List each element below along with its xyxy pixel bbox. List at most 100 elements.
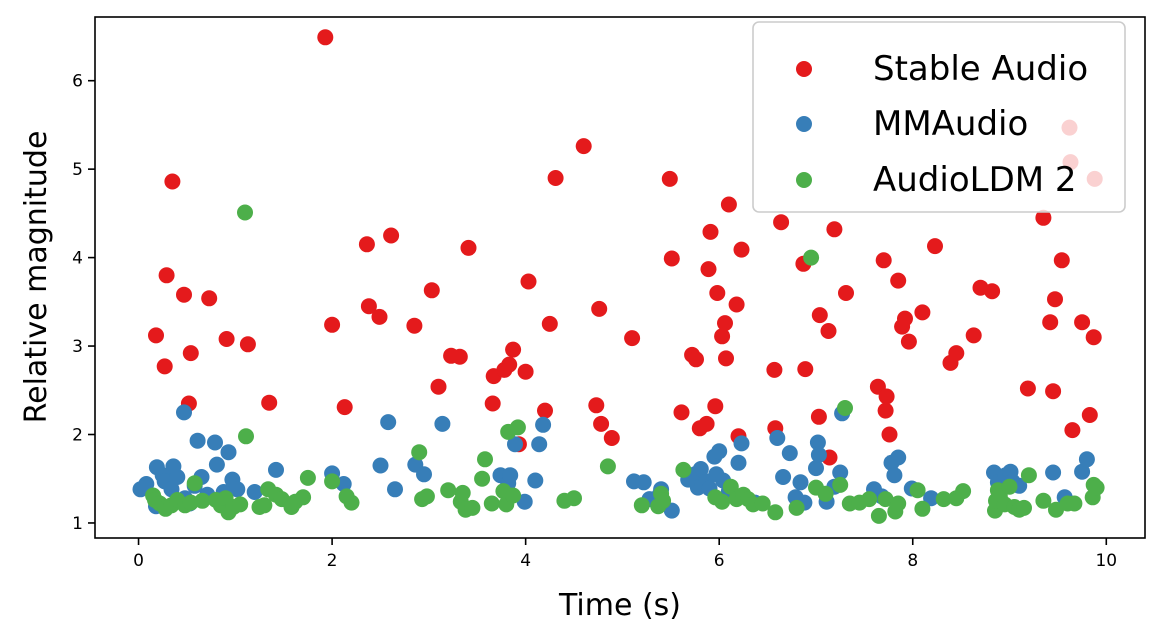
legend-box xyxy=(752,21,1126,213)
point-stable-audio-47 xyxy=(698,415,715,432)
point-mmaudio-78 xyxy=(886,467,903,484)
point-mmaudio-28 xyxy=(387,481,403,498)
point-stable-audio-97 xyxy=(1085,329,1102,346)
point-mmaudio-13 xyxy=(189,432,206,449)
legend: Stable Audio MMAudio AudioLDM 2 xyxy=(752,21,1126,213)
point-audioldm-2-9 xyxy=(194,492,211,509)
point-stable-audio-64 xyxy=(810,408,827,425)
point-mmaudio-31 xyxy=(434,415,451,432)
point-audioldm-2-56 xyxy=(722,478,739,495)
point-mmaudio-30 xyxy=(416,466,432,483)
point-audioldm-2-94 xyxy=(1066,495,1083,512)
legend-label-stable-audio: Stable Audio xyxy=(873,49,1088,89)
y-tick-label-4: 4 xyxy=(72,249,83,269)
point-stable-audio-59 xyxy=(766,361,783,378)
point-stable-audio-95 xyxy=(1074,314,1091,331)
x-tick-label-4: 4 xyxy=(520,551,531,571)
point-stable-audio-73 xyxy=(878,388,895,405)
point-mmaudio-90 xyxy=(1074,463,1091,480)
point-audioldm-2-27 xyxy=(324,473,341,490)
point-stable-audio-63 xyxy=(797,361,814,378)
point-stable-audio-65 xyxy=(811,307,828,324)
point-stable-audio-78 xyxy=(900,333,917,350)
plot-frame xyxy=(94,16,1146,539)
point-mmaudio-26 xyxy=(372,457,389,474)
point-stable-audio-50 xyxy=(707,398,724,415)
point-stable-audio-82 xyxy=(948,345,965,362)
point-stable-audio-4 xyxy=(176,286,192,303)
point-stable-audio-3 xyxy=(164,173,181,190)
point-stable-audio-52 xyxy=(714,328,731,345)
point-audioldm-2-39 xyxy=(477,451,493,468)
point-audioldm-2-49 xyxy=(633,497,650,514)
point-stable-audio-19 xyxy=(423,282,440,299)
point-mmaudio-81 xyxy=(923,490,940,507)
point-mmaudio-16 xyxy=(207,434,223,451)
point-stable-audio-13 xyxy=(336,399,353,416)
point-audioldm-2-80 xyxy=(955,483,972,500)
point-audioldm-2-35 xyxy=(454,484,471,501)
point-audioldm-2-26 xyxy=(299,469,316,486)
point-audioldm-2-37 xyxy=(464,499,481,516)
x-tick-label-8: 8 xyxy=(907,551,918,571)
legend-marker-mmaudio xyxy=(796,116,812,132)
point-stable-audio-8 xyxy=(218,331,235,347)
point-mmaudio-17 xyxy=(208,456,225,473)
point-stable-audio-41 xyxy=(661,170,678,187)
point-audioldm-2-32 xyxy=(418,488,435,505)
point-stable-audio-45 xyxy=(688,351,704,368)
point-stable-audio-35 xyxy=(575,138,592,155)
point-audioldm-2-86 xyxy=(1001,478,1018,495)
point-stable-audio-15 xyxy=(360,298,377,315)
point-stable-audio-69 xyxy=(838,285,854,301)
point-mmaudio-68 xyxy=(808,460,824,477)
point-audioldm-2-68 xyxy=(837,400,853,416)
point-audioldm-2-25 xyxy=(295,489,312,506)
point-stable-audio-10 xyxy=(261,394,278,411)
point-stable-audio-0 xyxy=(148,327,164,344)
point-stable-audio-58 xyxy=(733,241,750,258)
point-stable-audio-17 xyxy=(383,227,400,244)
legend-label-audioldm-2: AudioLDM 2 xyxy=(873,160,1077,200)
point-mmaudio-49 xyxy=(692,461,709,477)
point-stable-audio-48 xyxy=(700,261,717,278)
point-stable-audio-72 xyxy=(877,402,894,419)
point-stable-audio-7 xyxy=(201,290,218,307)
point-mmaudio-39 xyxy=(535,416,552,433)
x-axis-label: Time (s) xyxy=(558,588,681,623)
point-mmaudio-73 xyxy=(832,464,849,481)
point-stable-audio-96 xyxy=(1081,407,1098,423)
point-audioldm-2-48 xyxy=(599,458,616,475)
point-mmaudio-21 xyxy=(229,481,246,498)
point-audioldm-2-71 xyxy=(861,491,878,508)
legend-label-mmaudio: MMAudio xyxy=(873,104,1028,144)
point-mmaudio-19 xyxy=(220,444,237,461)
point-stable-audio-40 xyxy=(624,330,641,347)
point-stable-audio-43 xyxy=(673,404,690,421)
point-audioldm-2-52 xyxy=(655,492,672,509)
point-audioldm-2-29 xyxy=(343,494,360,511)
point-mmaudio-59 xyxy=(733,435,750,452)
point-stable-audio-74 xyxy=(881,426,898,443)
point-mmaudio-38 xyxy=(531,436,548,453)
y-tick-label-6: 6 xyxy=(72,72,83,92)
point-stable-audio-89 xyxy=(1045,383,1062,400)
x-tick-label-2: 2 xyxy=(327,551,338,571)
y-tick-label-2: 2 xyxy=(72,426,83,446)
point-stable-audio-27 xyxy=(501,356,518,373)
point-audioldm-2-8 xyxy=(186,475,203,492)
point-stable-audio-49 xyxy=(702,223,719,240)
point-mmaudio-41 xyxy=(635,474,652,491)
legend-marker-audioldm-2 xyxy=(796,172,812,188)
point-audioldm-2-62 xyxy=(767,504,784,521)
point-stable-audio-66 xyxy=(820,323,837,339)
point-mmaudio-91 xyxy=(1078,451,1095,468)
point-stable-audio-94 xyxy=(1064,422,1081,439)
point-stable-audio-32 xyxy=(537,402,553,419)
point-mmaudio-62 xyxy=(769,430,786,446)
point-audioldm-2-30 xyxy=(411,444,428,461)
point-stable-audio-54 xyxy=(718,350,734,367)
point-audioldm-2-33 xyxy=(440,482,457,499)
point-stable-audio-42 xyxy=(663,250,680,267)
point-mmaudio-63 xyxy=(775,469,792,485)
